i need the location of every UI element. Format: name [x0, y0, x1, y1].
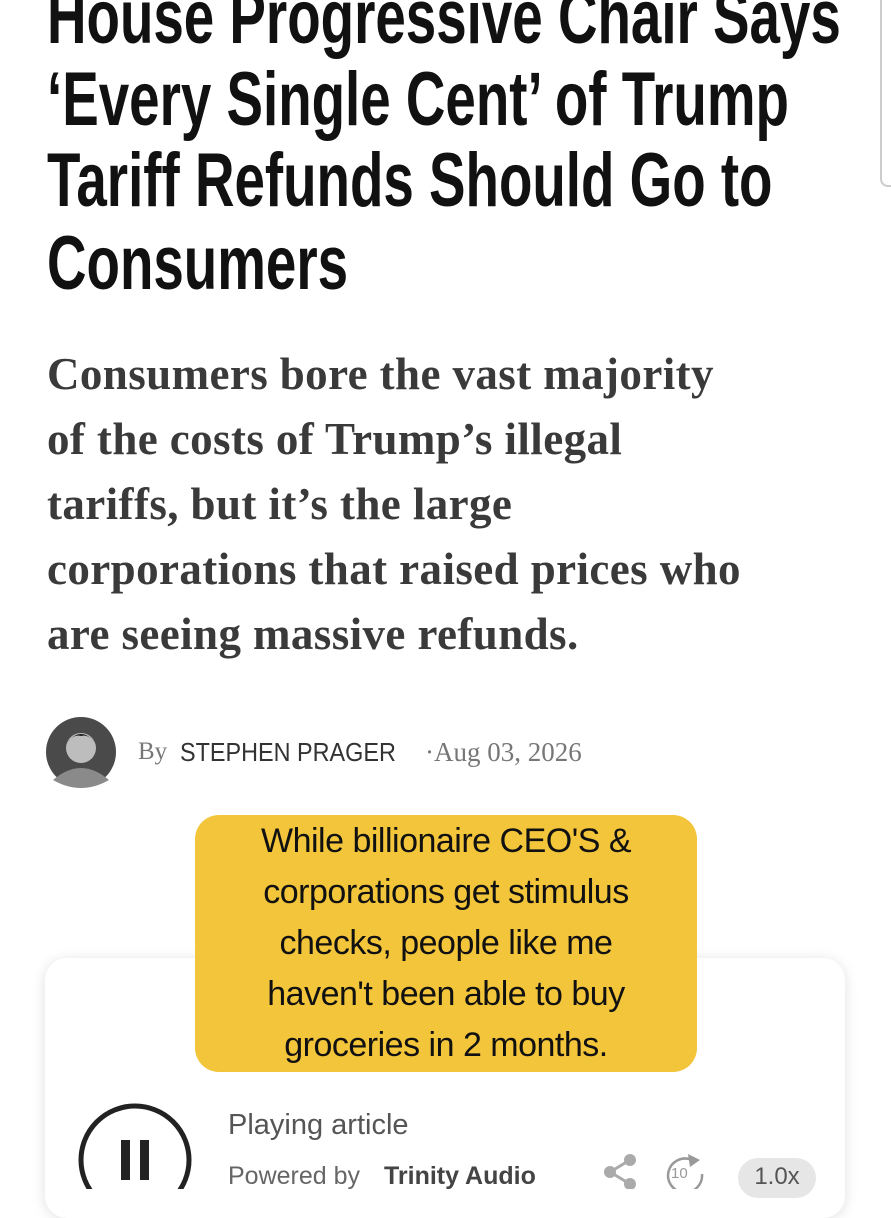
- headline: Tariff Refunds Should Go to: [47, 138, 773, 223]
- headline: Consumers: [47, 221, 349, 306]
- pause-button[interactable]: [78, 1100, 194, 1189]
- publish-date: ·Aug 03, 2026: [425, 737, 582, 767]
- subtitle: of the costs of Trump’s illegal: [47, 414, 623, 464]
- caption-text: checks, people like me: [279, 924, 613, 962]
- caption-text: corporations get stimulus: [263, 873, 629, 911]
- player-status: Playing article: [228, 1109, 409, 1141]
- author-name[interactable]: STEPHEN PRAGER: [180, 737, 396, 767]
- caption-text: While billionaire CEO'S &: [260, 822, 632, 860]
- headline: House Progressive Chair Says: [47, 0, 841, 60]
- powered-by: Powered by: [228, 1162, 361, 1190]
- subtitle: are seeing massive refunds.: [47, 609, 579, 659]
- scroll-indicator: [880, 0, 891, 187]
- author-avatar[interactable]: [45, 716, 117, 788]
- speed-label[interactable]: 1.0x: [754, 1163, 800, 1190]
- caption-box: [195, 815, 697, 1072]
- skip-icon[interactable]: [662, 1152, 712, 1189]
- share-icon[interactable]: [600, 1150, 640, 1189]
- subtitle: corporations that raised prices who: [47, 544, 741, 594]
- byline-prefix: By: [138, 738, 168, 765]
- subtitle: tariffs, but it’s the large: [47, 479, 513, 529]
- provider[interactable]: Trinity Audio: [384, 1162, 536, 1190]
- skip-label: 10: [671, 1165, 688, 1182]
- caption-text: haven't been able to buy: [267, 975, 625, 1013]
- caption-text: groceries in 2 months.: [284, 1026, 608, 1064]
- headline: ‘Every Single Cent’ of Trump: [47, 57, 789, 142]
- page: House Progressive Chair Says ‘Every Sing…: [45, 0, 891, 1198]
- subtitle: Consumers bore the vast majority: [47, 349, 714, 399]
